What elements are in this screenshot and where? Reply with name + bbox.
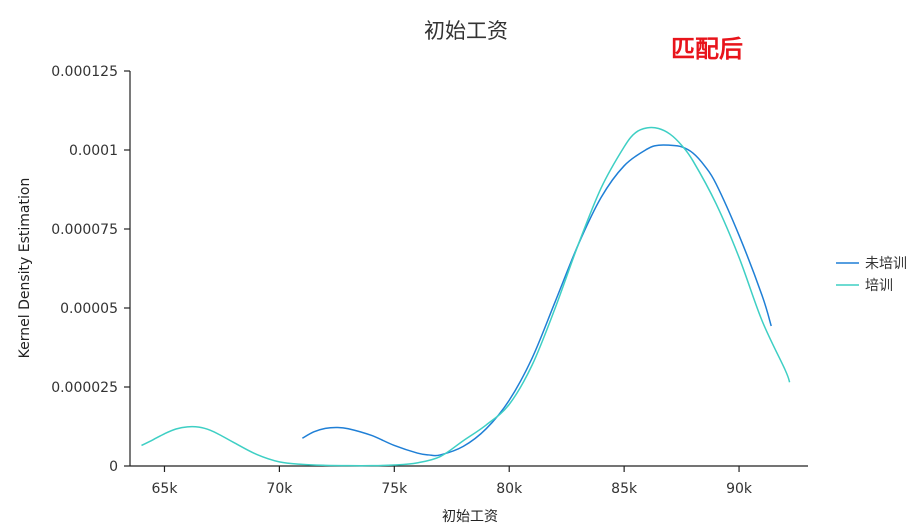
- series-line-untrained: [302, 144, 772, 457]
- legend-label: 培训: [865, 278, 893, 294]
- y-tick-label: 0.0001: [69, 143, 118, 159]
- y-tick-label: 0.000025: [51, 380, 118, 396]
- y-tick-label: 0: [109, 459, 118, 475]
- x-tick-label: 65k: [152, 481, 179, 497]
- x-tick-label: 90k: [726, 481, 753, 497]
- y-axis-ticks: 0 0.000025 0.00005 0.000075 0.0001 0.000125: [51, 64, 130, 475]
- chart-title: 初始工资: [424, 19, 508, 43]
- y-tick-label: 0.000125: [51, 64, 118, 80]
- matched-annotation: 匹配后: [671, 35, 743, 63]
- x-axis-ticks: 65k 70k 75k 80k 85k 90k: [152, 466, 753, 497]
- series-lines: [141, 126, 791, 467]
- x-tick-label: 75k: [381, 481, 408, 497]
- series-line-trained: [141, 126, 791, 467]
- y-tick-label: 0.00005: [60, 301, 118, 317]
- y-axis-label: Kernel Density Estimation: [17, 178, 33, 359]
- legend-item-trained[interactable]: 培训: [836, 278, 893, 294]
- x-tick-label: 85k: [611, 481, 638, 497]
- legend-item-untrained[interactable]: 未培训: [836, 256, 907, 272]
- y-tick-label: 0.000075: [51, 222, 118, 238]
- x-tick-label: 70k: [266, 481, 293, 497]
- legend-label: 未培训: [865, 256, 907, 272]
- x-tick-label: 80k: [496, 481, 523, 497]
- x-axis-label: 初始工资: [442, 508, 498, 525]
